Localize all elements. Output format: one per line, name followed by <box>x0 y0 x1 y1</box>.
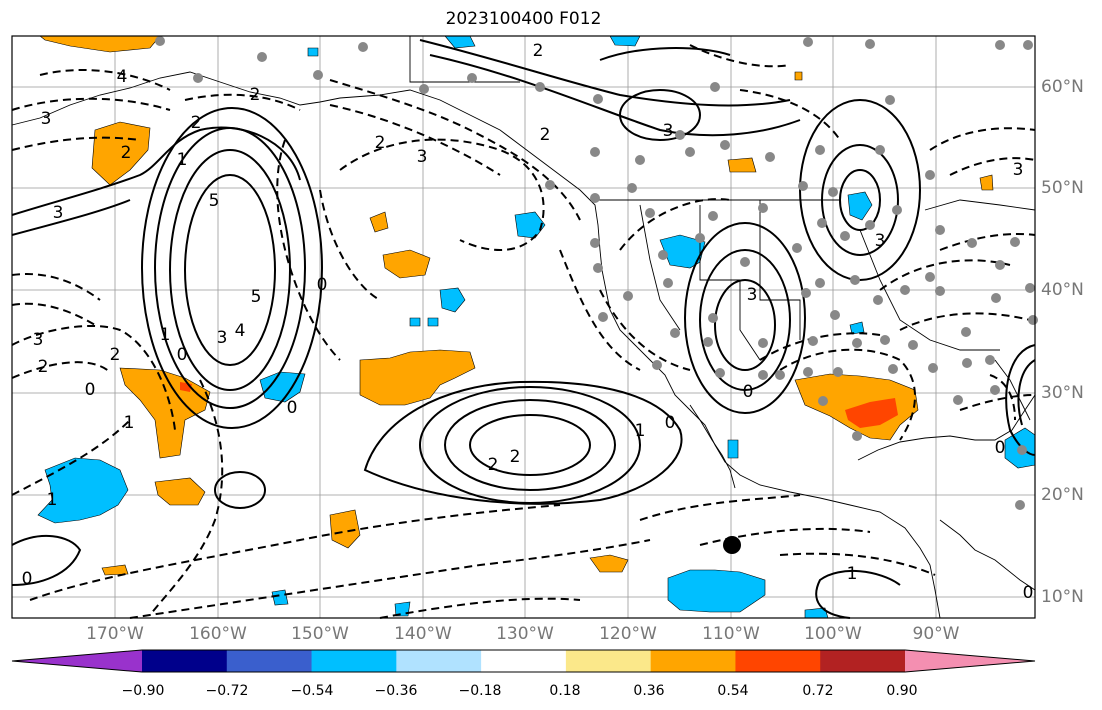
colorbar-segment <box>820 650 906 672</box>
lat-label: 50°N <box>1041 178 1084 198</box>
lat-label: 40°N <box>1041 280 1084 300</box>
colorbar-tick-label: 0.18 <box>549 683 581 699</box>
lon-label: 150°W <box>291 624 349 644</box>
colorbar-segment <box>735 650 821 672</box>
colorbar <box>11 649 1036 673</box>
contour-label: 0 <box>85 380 96 400</box>
colorbar-tick-label: 0.54 <box>717 683 749 699</box>
colorbar-segment <box>481 650 567 672</box>
colorbar-segment <box>565 650 652 672</box>
contour-label: 4 <box>235 321 246 341</box>
contour-label: 2 <box>540 125 551 145</box>
contour-label: 0 <box>317 275 328 295</box>
contour-label: 2 <box>488 455 499 475</box>
contour-label: 1 <box>47 490 58 510</box>
lat-label: 30°N <box>1041 383 1084 403</box>
lon-label: 90°W <box>912 624 960 644</box>
contour-label: 3 <box>747 285 758 305</box>
contour-label: 4 <box>117 67 128 87</box>
negative-shading <box>37 35 1036 619</box>
lon-label: 160°W <box>189 624 247 644</box>
contour-label: 0 <box>287 398 298 418</box>
colorbar-tick-label: −0.54 <box>290 683 334 699</box>
colorbar-tick-label: 0.36 <box>633 683 665 699</box>
contour-label: 0 <box>665 413 676 433</box>
contour-label: 0 <box>1023 583 1034 603</box>
contour-label: 2 <box>110 345 121 365</box>
contour-label: 1 <box>177 150 188 170</box>
lon-label: 130°W <box>496 624 554 644</box>
colorbar-tick-label: −0.18 <box>458 683 502 699</box>
contour-label: 5 <box>209 191 220 211</box>
colorbar-tick-label: −0.72 <box>205 683 249 699</box>
contour-label: 5 <box>251 287 262 307</box>
colorbar-tick-label: −0.36 <box>374 683 418 699</box>
lat-label: 20°N <box>1041 485 1084 505</box>
colorbar-tick-label: 0.72 <box>802 683 834 699</box>
contour-label: 0 <box>22 569 33 589</box>
contour-label: 2 <box>510 447 521 467</box>
colorbar-tick-label: 0.90 <box>886 683 918 699</box>
colorbar-outline <box>11 649 1036 673</box>
contour-label: 0 <box>995 438 1006 458</box>
lon-label: 170°W <box>86 624 144 644</box>
contour-label: 3 <box>663 121 674 141</box>
contour-label: 3 <box>875 231 886 251</box>
colorbar-segment <box>650 650 736 672</box>
contour-label: 1 <box>847 564 858 584</box>
colorbar-segment <box>311 650 397 672</box>
contour-label: 2 <box>191 113 202 133</box>
contour-label: 3 <box>1013 160 1024 180</box>
lon-label: 120°W <box>599 624 657 644</box>
contour-label: 2 <box>533 41 544 61</box>
contour-label: 3 <box>417 147 428 167</box>
contour-label: 1 <box>124 413 135 433</box>
lat-label: 10°N <box>1041 587 1084 607</box>
colorbar-segment <box>396 650 482 672</box>
contour-label: 1 <box>160 325 171 345</box>
solid-contours <box>11 39 1036 619</box>
figure-title: 2023100400 F012 <box>445 9 602 29</box>
map-frame <box>11 35 1036 619</box>
station-dots <box>155 36 1038 510</box>
contour-label: 3 <box>41 109 52 129</box>
contour-label: 1 <box>635 421 646 441</box>
colorbar-tick-label: −0.90 <box>121 683 165 699</box>
lon-label: 110°W <box>702 624 760 644</box>
storm-center-marker <box>723 536 741 554</box>
contour-label: 3 <box>33 330 44 350</box>
colorbar-segment <box>905 650 1035 672</box>
contour-label: 2 <box>375 133 386 153</box>
colorbar-segment <box>12 650 142 672</box>
contour-label: 3 <box>53 203 64 223</box>
colorbar-segment <box>142 650 228 672</box>
lon-label: 140°W <box>394 624 452 644</box>
contour-label: 2 <box>250 85 261 105</box>
contour-label: 0 <box>177 345 188 365</box>
contour-label: 2 <box>121 143 132 163</box>
contour-label: 0 <box>743 382 754 402</box>
contour-label: 2 <box>38 357 49 377</box>
lon-label: 100°W <box>804 624 862 644</box>
contour-label: 3 <box>217 328 228 348</box>
colorbar-segment <box>226 650 313 672</box>
lat-label: 60°N <box>1041 77 1084 97</box>
